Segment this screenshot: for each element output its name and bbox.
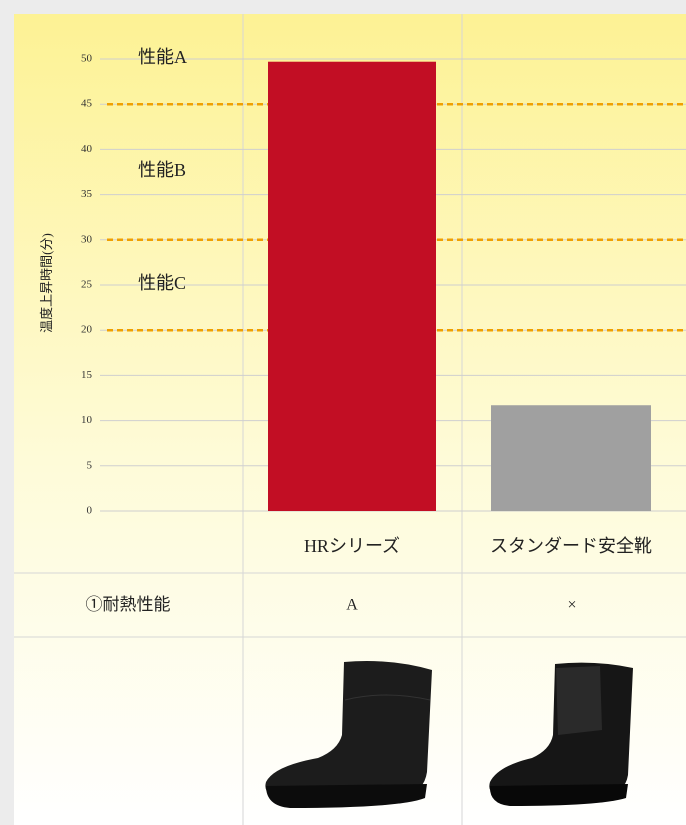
y-tick-label: 50	[81, 53, 93, 65]
row-header: ①耐熱性能	[86, 595, 171, 614]
x-tick-label: スタンダード安全靴	[490, 536, 652, 556]
y-tick-label: 15	[81, 369, 93, 381]
y-tick-label: 5	[87, 459, 93, 471]
cell: A	[346, 597, 358, 614]
threshold-label: 性能C	[138, 273, 186, 293]
y-tick-label: 30	[81, 233, 93, 245]
bar	[268, 61, 436, 511]
threshold-label: 性能B	[138, 160, 186, 180]
boot-image	[265, 661, 432, 808]
y-tick-label: 25	[81, 279, 93, 291]
threshold-label: 性能A	[138, 47, 187, 67]
x-tick-label: HRシリーズ	[304, 536, 400, 556]
y-axis-label: 温度上昇時間(分)	[39, 233, 54, 333]
cell: ×	[567, 597, 576, 614]
bar	[491, 405, 651, 511]
y-tick-label: 0	[87, 505, 93, 517]
y-tick-label: 20	[81, 324, 93, 336]
y-tick-label: 45	[81, 98, 93, 110]
y-tick-label: 40	[81, 143, 93, 155]
boot-image	[489, 662, 633, 806]
y-tick-label: 10	[81, 414, 93, 426]
y-tick-label: 35	[81, 188, 93, 200]
